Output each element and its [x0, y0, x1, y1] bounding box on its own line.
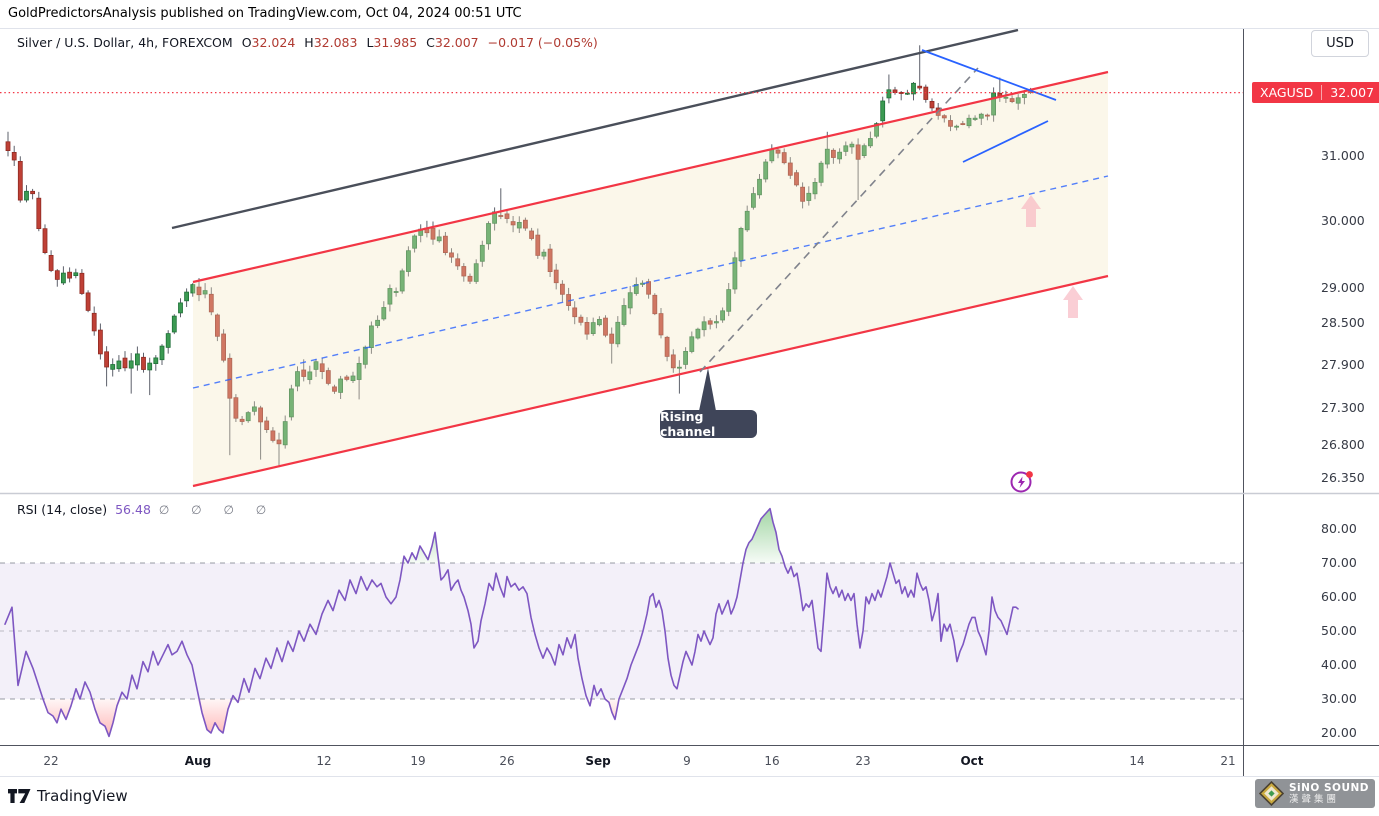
price-tick-label: 26.800	[1321, 436, 1365, 452]
rsi-tick-label: 20.00	[1321, 725, 1357, 740]
time-tick-label: Oct	[960, 754, 984, 768]
price-tick-label: 31.000	[1321, 148, 1365, 163]
last-price-badge: XAGUSD 32.007	[1252, 82, 1379, 104]
rsi-tick-label: 50.00	[1321, 623, 1357, 638]
ohlc-item: O32.024	[241, 35, 296, 50]
rsi-tick-label: 30.00	[1321, 691, 1357, 706]
price-tick-label: 26.350	[1321, 470, 1365, 486]
rsi-empty-slot-icons: ∅ ∅ ∅ ∅	[158, 503, 276, 517]
sino-sound-diamond-icon	[1258, 781, 1284, 806]
ohlc-item: C32.007	[426, 35, 479, 50]
ohlc-item: L31.985	[366, 35, 418, 50]
rsi-value: 56.48	[115, 502, 151, 517]
lightning-sticker-icon	[1008, 468, 1036, 500]
badge-symbol: XAGUSD	[1260, 85, 1314, 101]
price-tick-label: 29.000	[1321, 280, 1365, 296]
price-tick-label: 27.300	[1321, 400, 1365, 416]
time-tick-label: 21	[1220, 754, 1236, 768]
time-tick-label: 14	[1129, 754, 1145, 768]
watermark-line2: 漢聲集團	[1288, 794, 1339, 805]
tradingview-logo[interactable]: TradingView	[8, 787, 128, 805]
main-chart-canvas[interactable]	[0, 29, 1243, 493]
price-tick-label: 28.500	[1321, 314, 1365, 330]
rsi-tick-label: 70.00	[1321, 555, 1357, 570]
publish-bar-text: GoldPredictorsAnalysis published on Trad…	[8, 6, 522, 21]
symbol-title: Silver / U.S. Dollar, 4h, FOREXCOM	[17, 35, 233, 50]
ohlc-values: O32.024 H32.083 L31.985 C32.007	[242, 35, 479, 50]
currency-usd-button[interactable]: USD	[1311, 30, 1369, 57]
tradingview-wordmark: TradingView	[37, 787, 128, 805]
rsi-tick-label: 40.00	[1321, 657, 1357, 672]
time-tick-label: 19	[410, 754, 426, 768]
tradingview-logo-icon	[8, 789, 31, 803]
badge-price: 32.007	[1321, 85, 1374, 101]
price-tick-label: 30.000	[1321, 213, 1365, 229]
rsi-tick-label: 60.00	[1321, 589, 1357, 604]
time-tick-label: Aug	[184, 754, 212, 768]
time-tick-label: 22	[43, 754, 59, 768]
sino-sound-watermark: SiNO SOUND 漢聲集團	[1254, 779, 1375, 808]
time-tick-label: Sep	[585, 754, 611, 768]
time-tick-label: 26	[499, 754, 515, 768]
symbol-legend: Silver / U.S. Dollar, 4h, FOREXCOM O32.0…	[17, 35, 598, 50]
rsi-title: RSI (14, close)	[17, 502, 108, 517]
time-tick-label: 12	[316, 754, 332, 768]
time-tick-label: 16	[764, 754, 780, 768]
watermark-line1: SiNO SOUND	[1288, 782, 1369, 794]
rsi-tick-label: 80.00	[1321, 521, 1357, 536]
ohlc-item: H32.083	[304, 35, 358, 50]
rsi-pane-canvas[interactable]	[0, 494, 1243, 745]
time-tick-label: 23	[855, 754, 871, 768]
change-value: −0.017 (−0.05%)	[487, 35, 598, 50]
rsi-legend: RSI (14, close) 56.48 ∅ ∅ ∅ ∅	[17, 502, 275, 517]
rising-channel-label: Rising channel	[660, 409, 757, 439]
price-tick-label: 27.900	[1321, 356, 1365, 372]
time-tick-label: 9	[683, 754, 691, 768]
